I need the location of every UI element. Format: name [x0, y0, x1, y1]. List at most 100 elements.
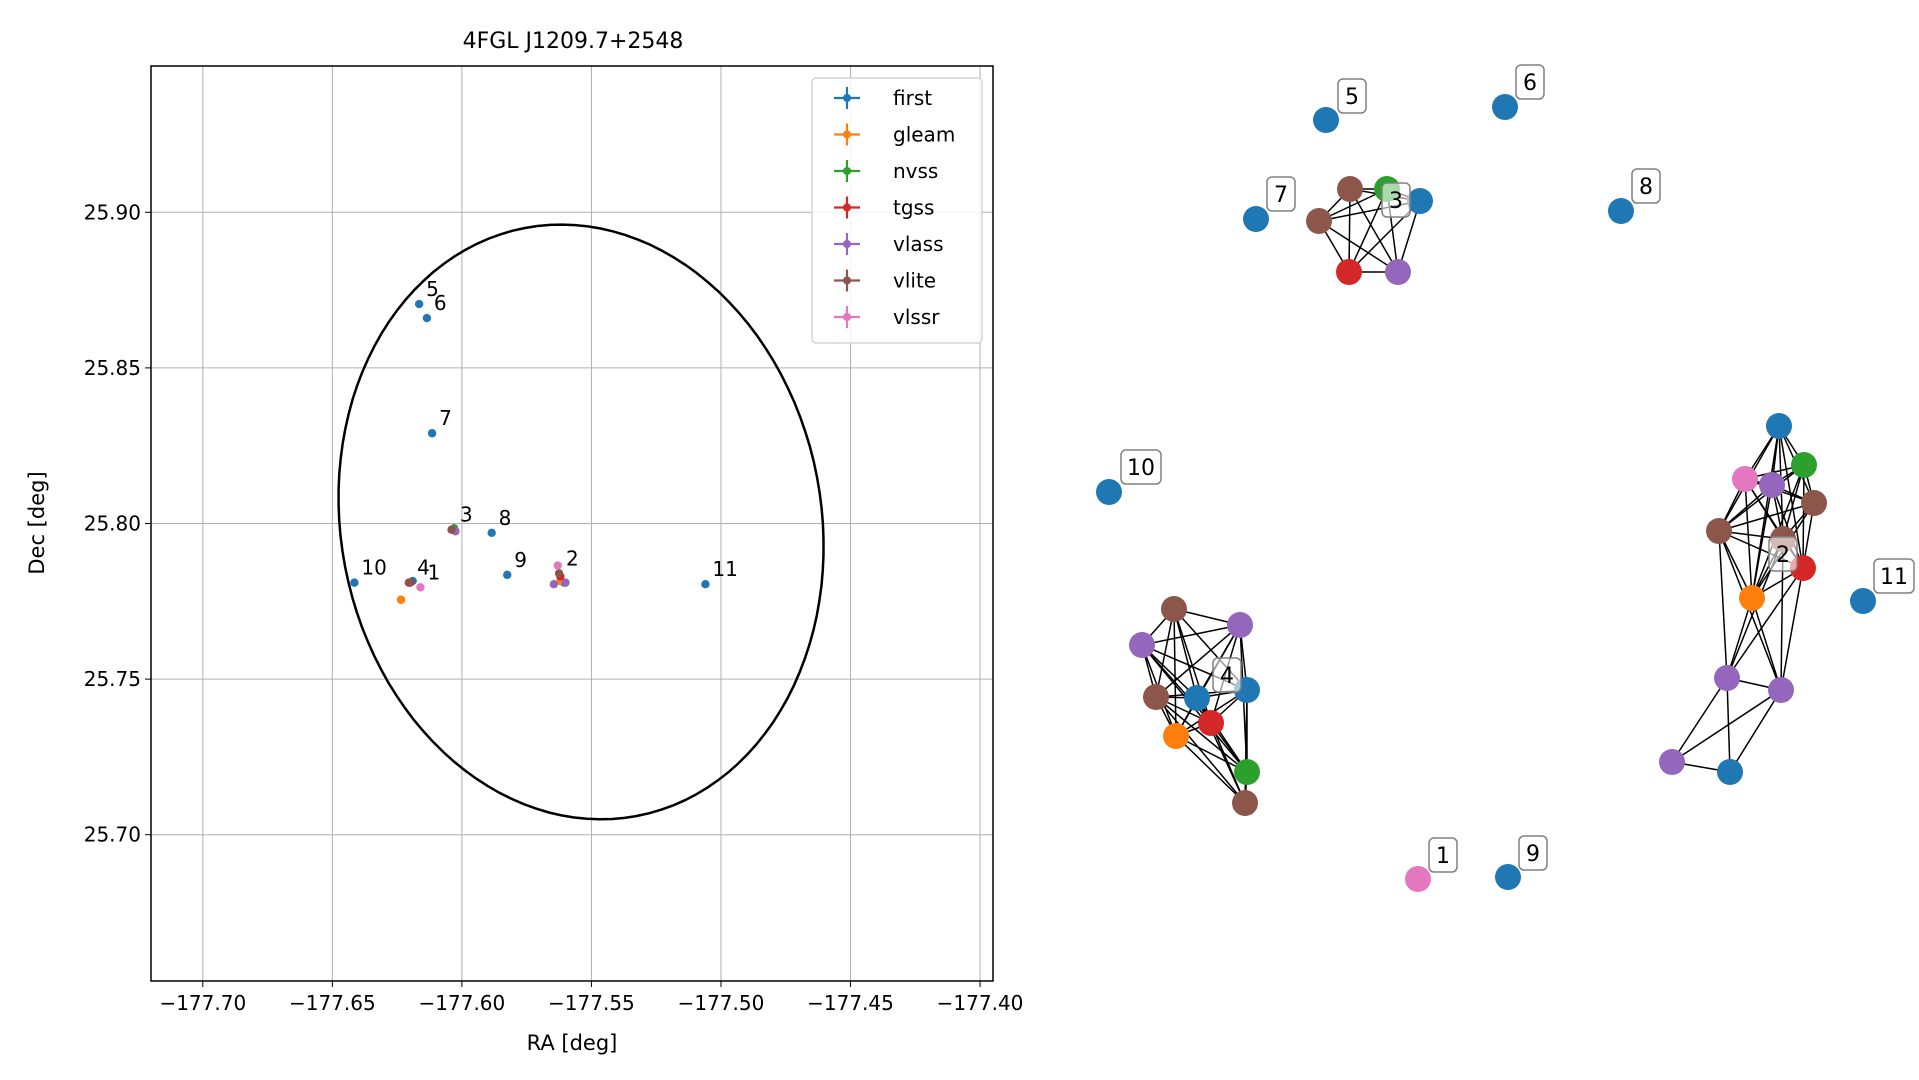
point-first [350, 578, 359, 587]
cluster-label-box [1337, 78, 1367, 114]
x-tick-label: −177.45 [807, 991, 894, 1015]
cluster-label-box [1266, 176, 1296, 212]
graph-labels: 5 6 7 3 8 10 2 11 4 1 9 [1120, 64, 1915, 873]
graph-edge [1155, 696, 1246, 804]
x-tick-label: −177.55 [548, 991, 635, 1015]
data-points [350, 299, 710, 604]
graph-edge [1718, 530, 1728, 679]
graph-nodes [1096, 94, 1876, 892]
node-first [1243, 206, 1269, 232]
cluster-label: 2 [1776, 543, 1790, 568]
x-tick-label: −177.50 [678, 991, 765, 1015]
y-tick-label: 25.85 [84, 356, 141, 380]
legend-entry-tgss: tgss [893, 196, 934, 220]
graph-edge [1726, 567, 1804, 679]
graph-edge [1718, 464, 1805, 532]
y-axis-label: Dec [deg] [25, 471, 49, 574]
graph-edge [1671, 677, 1728, 763]
x-tick-label: −177.65 [289, 991, 376, 1015]
node-vlite [1706, 518, 1732, 544]
cluster-label-box [1381, 182, 1411, 218]
legend-frame [811, 77, 983, 344]
point-label-4: 4 [417, 556, 430, 580]
graph-edge [1802, 464, 1805, 569]
x-axis-label: RA [deg] [527, 1031, 618, 1055]
node-vlite [1306, 208, 1332, 234]
point-first [701, 579, 710, 589]
node-vlass [1129, 632, 1155, 658]
cluster-label: 8 [1639, 175, 1653, 200]
node-vlass [1759, 472, 1785, 498]
point-first [487, 528, 496, 538]
point-label-8: 8 [499, 506, 512, 530]
point-label-6: 6 [434, 291, 447, 315]
cluster-label-box [1212, 657, 1242, 693]
network-graph: 5 6 7 3 8 10 2 11 4 1 9 [1096, 64, 1915, 892]
cluster-label: 5 [1345, 85, 1359, 110]
node-nvss [1234, 759, 1260, 785]
cluster-label: 6 [1523, 71, 1537, 96]
node-vlass [1227, 612, 1253, 638]
node-vlite [1337, 176, 1363, 202]
cluster-label-box [1768, 536, 1798, 572]
graph-edge [1751, 484, 1773, 599]
point-label-1: 1 [427, 560, 440, 584]
node-first [1608, 198, 1634, 224]
cluster-label-box [1518, 835, 1548, 871]
legend-marker-nvss [843, 167, 851, 175]
point-vlass [549, 579, 559, 589]
graph-edge [1175, 735, 1246, 804]
point-label-7: 7 [439, 406, 452, 430]
graph-edge [1173, 608, 1177, 737]
cluster-label-box [1428, 837, 1458, 873]
cluster-label: 1 [1436, 844, 1450, 869]
graph-edge [1751, 597, 1782, 691]
graph-edge [1155, 608, 1175, 698]
node-gleam [1163, 723, 1189, 749]
legend-marker-tgss [843, 203, 851, 212]
x-tick-label: −177.70 [159, 991, 246, 1015]
point-vlite [447, 525, 456, 534]
chart-title: 4FGL J1209.7+2548 [463, 29, 684, 54]
graph-edge [1210, 722, 1246, 804]
graph-edge [1726, 597, 1753, 679]
graph-edge [1729, 689, 1782, 773]
uncertainty-ellipse-path [337, 223, 825, 821]
node-nvss [1791, 452, 1817, 478]
graph-edge [1771, 484, 1804, 569]
legend-entry-vlass: vlass [893, 232, 944, 256]
x-tick-label: −177.40 [937, 991, 1024, 1015]
legend-entry-vlite: vlite [893, 269, 936, 293]
node-first [1850, 588, 1876, 614]
node-gleam [1739, 585, 1765, 611]
point-vlite [554, 569, 564, 578]
cluster-label-box [1631, 168, 1661, 204]
point-label-10: 10 [361, 556, 386, 580]
graph-edge [1175, 735, 1248, 773]
node-vlite [1161, 596, 1187, 622]
node-vlite [1143, 684, 1169, 710]
node-vlssr [1732, 466, 1758, 492]
legend-marker-vlass [843, 240, 851, 248]
node-vlssr [1405, 866, 1431, 892]
point-vlass [561, 578, 570, 587]
legend-marker-vlite [843, 276, 851, 285]
node-first [1495, 864, 1521, 890]
node-first [1313, 107, 1339, 133]
point-label-11: 11 [712, 557, 737, 581]
legend-entry-nvss: nvss [893, 159, 938, 183]
legend: first gleam nvss tgss vlass vlite vlssr [811, 77, 983, 344]
node-vlass [1659, 749, 1685, 775]
point-first [422, 313, 432, 323]
graph-edge [1348, 188, 1351, 273]
uncertainty-ellipse [337, 223, 825, 821]
cluster-label: 11 [1880, 565, 1908, 590]
y-tick-label: 25.75 [84, 667, 141, 691]
node-vlass [1768, 677, 1794, 703]
node-tgss [1336, 259, 1362, 285]
cluster-label: 3 [1389, 189, 1403, 214]
graph-edge [1744, 478, 1753, 599]
graph-edge [1718, 502, 1815, 532]
